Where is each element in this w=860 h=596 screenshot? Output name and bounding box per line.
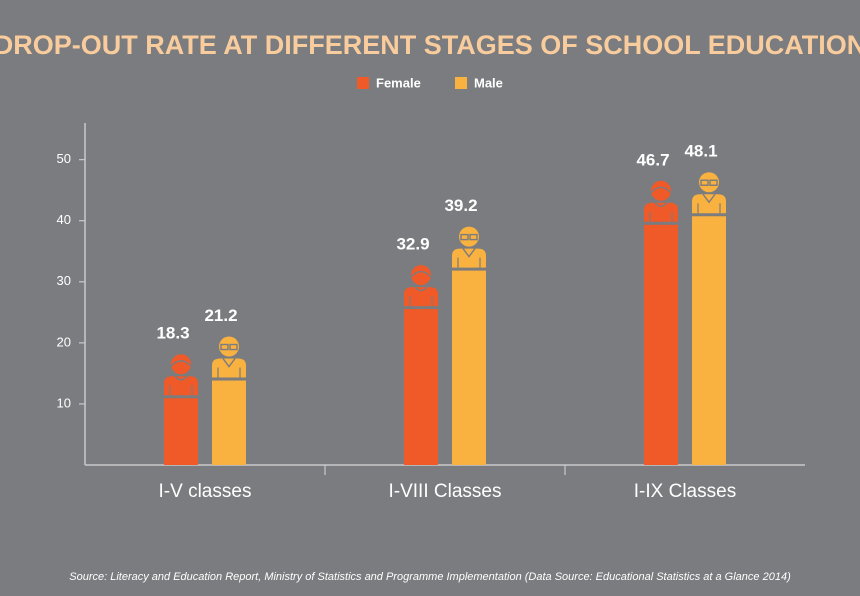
bar-icon-body: [452, 248, 486, 268]
bar-icon-collar: [414, 286, 428, 292]
bar-icon-hair: [170, 360, 192, 367]
bar-icon-body: [644, 202, 678, 222]
bar-body: [404, 309, 438, 465]
bar-icon-collar: [702, 193, 716, 204]
bar: [404, 265, 438, 465]
value-label: 48.1: [684, 142, 717, 161]
bar-icon-collar: [222, 358, 236, 368]
value-label: 18.3: [156, 324, 189, 343]
bar-body: [212, 380, 246, 465]
bar-icon-head: [699, 172, 719, 193]
bar-icon-hair: [410, 270, 432, 278]
bar-icon-glasses: [220, 343, 229, 351]
source-note: Source: Literacy and Education Report, M…: [69, 571, 791, 583]
bar-icon-body: [212, 358, 246, 378]
bar-icon-head: [171, 354, 191, 375]
bar-icon-glasses: [460, 233, 469, 241]
legend-swatch: [357, 77, 369, 89]
bar: [644, 180, 678, 465]
legend-label: Male: [474, 75, 503, 90]
value-label: 32.9: [396, 235, 429, 254]
bar-icon-head: [219, 336, 239, 357]
bar-icon-head: [651, 180, 671, 201]
y-tick-label: 50: [57, 151, 71, 166]
bar-icon-body: [692, 194, 726, 214]
value-label: 39.2: [444, 196, 477, 215]
x-tick-label: I-V classes: [159, 481, 252, 502]
y-tick-label: 40: [57, 212, 71, 227]
bar-icon-body: [164, 376, 198, 396]
bar-icon-body: [404, 287, 438, 307]
bar-body: [452, 270, 486, 465]
bar-icon-glasses: [229, 343, 238, 351]
legend-label: Female: [376, 75, 421, 90]
legend-swatch: [455, 77, 467, 89]
bar-icon-collar: [462, 248, 476, 258]
bar-icon-collar: [654, 202, 668, 207]
value-label: 21.2: [204, 306, 237, 325]
value-label: 46.7: [636, 150, 669, 169]
bar: [452, 226, 486, 465]
bar-body: [644, 224, 678, 465]
chart-title: DROP-OUT RATE AT DIFFERENT STAGES OF SCH…: [0, 30, 860, 60]
bar-icon-hair: [650, 186, 672, 194]
bar-icon-head: [411, 265, 431, 286]
x-tick-label: I-VIII Classes: [389, 481, 502, 502]
bar: [164, 354, 198, 465]
y-tick-label: 10: [57, 395, 71, 410]
bar: [692, 172, 726, 465]
bar-icon-head: [459, 226, 479, 247]
y-tick-label: 30: [57, 273, 71, 288]
y-tick-label: 20: [57, 334, 71, 349]
bar-body: [692, 216, 726, 465]
bar-icon-collar: [174, 375, 188, 381]
bar: [212, 336, 246, 465]
bar-body: [164, 398, 198, 465]
bar-icon-glasses: [700, 179, 709, 186]
bar-icon-glasses: [709, 179, 718, 186]
bar-icon-glasses: [469, 233, 478, 241]
x-tick-label: I-IX Classes: [634, 481, 736, 502]
